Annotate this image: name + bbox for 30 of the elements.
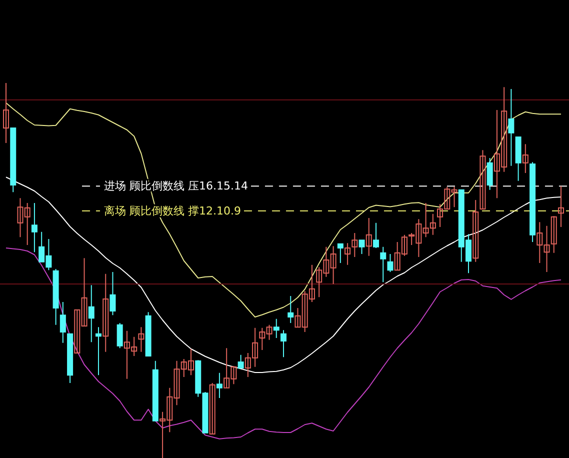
candlestick	[508, 88, 514, 166]
candlestick	[288, 296, 294, 324]
candlestick	[102, 273, 109, 352]
candlestick	[209, 382, 216, 434]
candlestick	[3, 82, 9, 144]
candlestick	[366, 218, 372, 256]
candlestick	[337, 243, 344, 264]
candlestick	[60, 302, 66, 344]
candlestick	[352, 232, 358, 258]
candlestick	[380, 246, 386, 283]
candlestick	[522, 144, 528, 174]
candlestick	[96, 326, 102, 376]
candlestick	[138, 326, 144, 352]
candlestick	[358, 240, 365, 254]
candlestick	[110, 272, 116, 316]
candlestick	[31, 202, 38, 253]
candlestick	[387, 254, 394, 272]
candlestick	[216, 372, 222, 398]
candlestick	[238, 354, 244, 368]
candlestick	[116, 322, 123, 349]
candlestick	[486, 158, 493, 190]
candlestick	[373, 222, 379, 248]
candlestick	[472, 200, 479, 262]
candlestick	[558, 186, 564, 228]
candlestick	[88, 284, 94, 343]
candlestick	[273, 318, 280, 338]
candlestick	[480, 150, 486, 210]
candlestick	[550, 216, 557, 254]
candlestick	[280, 330, 286, 358]
candlestick	[344, 242, 351, 266]
